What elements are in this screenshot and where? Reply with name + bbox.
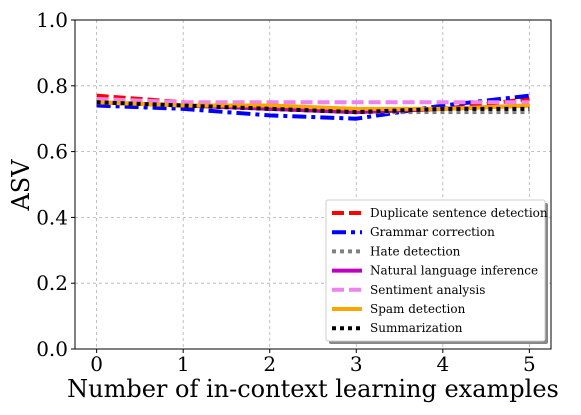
x-tick-label: 5 bbox=[523, 352, 536, 376]
plot-frame bbox=[74, 19, 552, 350]
legend: Duplicate sentence detection Grammar corr… bbox=[325, 199, 548, 344]
x-tick-label: 3 bbox=[350, 352, 363, 376]
legend-label: Duplicate sentence detection bbox=[370, 206, 548, 220]
y-tick-label: 0.6 bbox=[36, 140, 68, 164]
series-lines bbox=[96, 93, 530, 121]
y-axis-title: ASV bbox=[7, 159, 35, 212]
y-tick-label: 0.2 bbox=[36, 271, 68, 295]
y-tick-label: 0.0 bbox=[36, 337, 68, 361]
legend-label: Grammar correction bbox=[370, 225, 495, 239]
legend-label: Natural language inference bbox=[370, 264, 538, 278]
x-tick-label: 1 bbox=[177, 352, 190, 376]
legend-label: Summarization bbox=[370, 321, 463, 335]
x-tick-label: 2 bbox=[263, 352, 276, 376]
axis-ticks: 0 1 2 3 4 5 0.0 0.2 0.4 0.6 0.8 1.0 bbox=[36, 8, 536, 376]
x-tick-label: 4 bbox=[436, 352, 449, 376]
y-tick-label: 0.4 bbox=[36, 205, 68, 229]
series-line-grammar-correction bbox=[96, 93, 530, 121]
series-line-summarization bbox=[96, 100, 530, 115]
legend-label: Spam detection bbox=[370, 302, 466, 316]
legend-label: Hate detection bbox=[370, 244, 461, 258]
y-tick-label: 0.8 bbox=[36, 74, 68, 98]
series-line-sentiment-analysis bbox=[96, 96, 530, 105]
x-axis-title: Number of in-context learning examples bbox=[67, 375, 559, 403]
x-tick-label: 0 bbox=[90, 352, 103, 376]
legend-box bbox=[325, 199, 546, 342]
y-tick-label: 1.0 bbox=[36, 8, 68, 32]
legend-label: Sentiment analysis bbox=[370, 283, 485, 297]
